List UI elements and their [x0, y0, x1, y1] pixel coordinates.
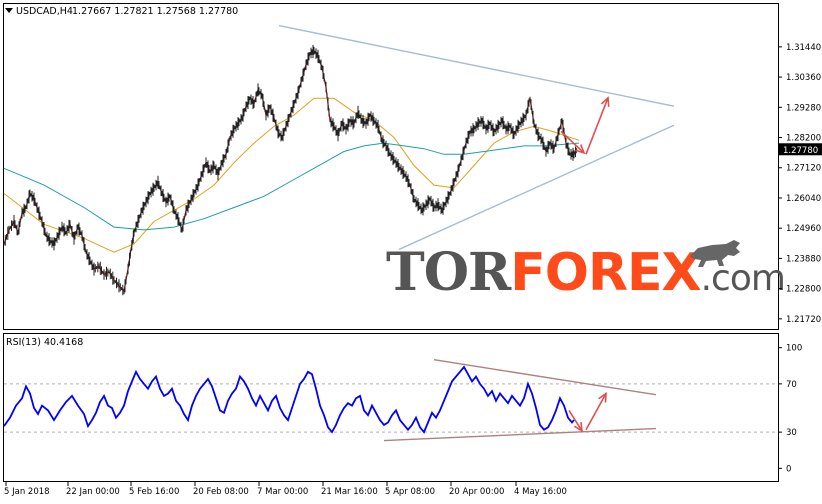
price-tick-label: 1.29280: [786, 103, 821, 113]
time-tick-label: 5 Apr 08:00: [385, 487, 435, 497]
bull-icon: [690, 240, 740, 267]
price-arrow-0-head: [575, 144, 586, 155]
rsi-tick-label: 30: [786, 428, 797, 438]
price-tick-label: 1.22800: [786, 285, 821, 295]
price-tick-label: 1.30360: [786, 73, 821, 83]
price-tick-label: 1.21720: [786, 315, 821, 325]
rsi-tick-label: 70: [786, 380, 797, 390]
price-tick-label: 1.28200: [786, 134, 821, 144]
rsi-panel-frame: [3, 333, 779, 482]
time-tick-label: 5 Jan 2018: [4, 487, 50, 497]
rsi-arrow-0: [568, 409, 583, 432]
time-tick-label: 20 Feb 08:00: [193, 487, 249, 497]
price-trendline-0: [278, 24, 675, 107]
price-tick-label: 1.26040: [786, 194, 821, 204]
collapse-triangle-icon[interactable]: [5, 8, 13, 13]
time-tick-label: 20 Apr 00:00: [449, 487, 504, 497]
rsi-tick-label: 0: [786, 464, 791, 474]
watermark-com: .com: [701, 258, 785, 299]
price-tick-label: 1.31440: [786, 43, 821, 53]
price-plot: [3, 24, 675, 296]
price-arrow-0: [560, 130, 585, 154]
axes: 1.31440 1.30360 1.29280 1.28200 1.27120 1.260…: [4, 43, 822, 497]
time-tick-label: 7 Mar 00:00: [257, 487, 308, 497]
price-panel-frame: [3, 3, 779, 330]
rsi-line: [3, 365, 575, 434]
rsi-arrow-1-head: [598, 391, 607, 403]
price-trendline-1: [398, 124, 675, 251]
time-tick-label: 5 Feb 16:00: [129, 487, 179, 497]
rsi-arrow-0-head: [573, 421, 583, 433]
current-price-tag: [779, 143, 822, 156]
rsi-arrow-1: [585, 393, 607, 431]
price-candles: [3, 44, 577, 296]
rsi-header: RSI(13) 40.4168: [6, 337, 83, 348]
time-tick-label: 4 May 16:00: [514, 487, 567, 497]
price-tick-label: 1.27120: [786, 164, 821, 174]
rsi-tick-label: 100: [786, 344, 802, 354]
time-tick-label: 21 Mar 16:00: [321, 487, 378, 497]
rsi-plot: [3, 359, 778, 442]
watermark-forex: FOREX: [510, 243, 701, 303]
price-arrow-1-head: [600, 96, 610, 107]
price-tick-label: 1.24960: [786, 224, 821, 234]
price-header: USDCAD,H4 1.27667 1.27821 1.27568 1.2778…: [5, 6, 238, 17]
current-price-label: 1.27780: [783, 146, 818, 156]
price-arrow-1: [585, 97, 609, 155]
price-tick-label: 1.23880: [786, 254, 821, 264]
watermark-tor: TOR: [386, 242, 512, 303]
watermark-logo: TORFOREX.com: [386, 240, 786, 303]
rsi-trendline-1: [383, 427, 657, 442]
watermark-text: TORFOREX.com: [386, 242, 785, 303]
time-tick-label: 22 Jan 00:00: [66, 487, 120, 497]
ohlc-label: 1.27667 1.27821 1.27568 1.27780: [72, 6, 238, 17]
symbol-label: USDCAD,H4: [16, 6, 73, 17]
rsi-trendline-0: [433, 359, 657, 396]
